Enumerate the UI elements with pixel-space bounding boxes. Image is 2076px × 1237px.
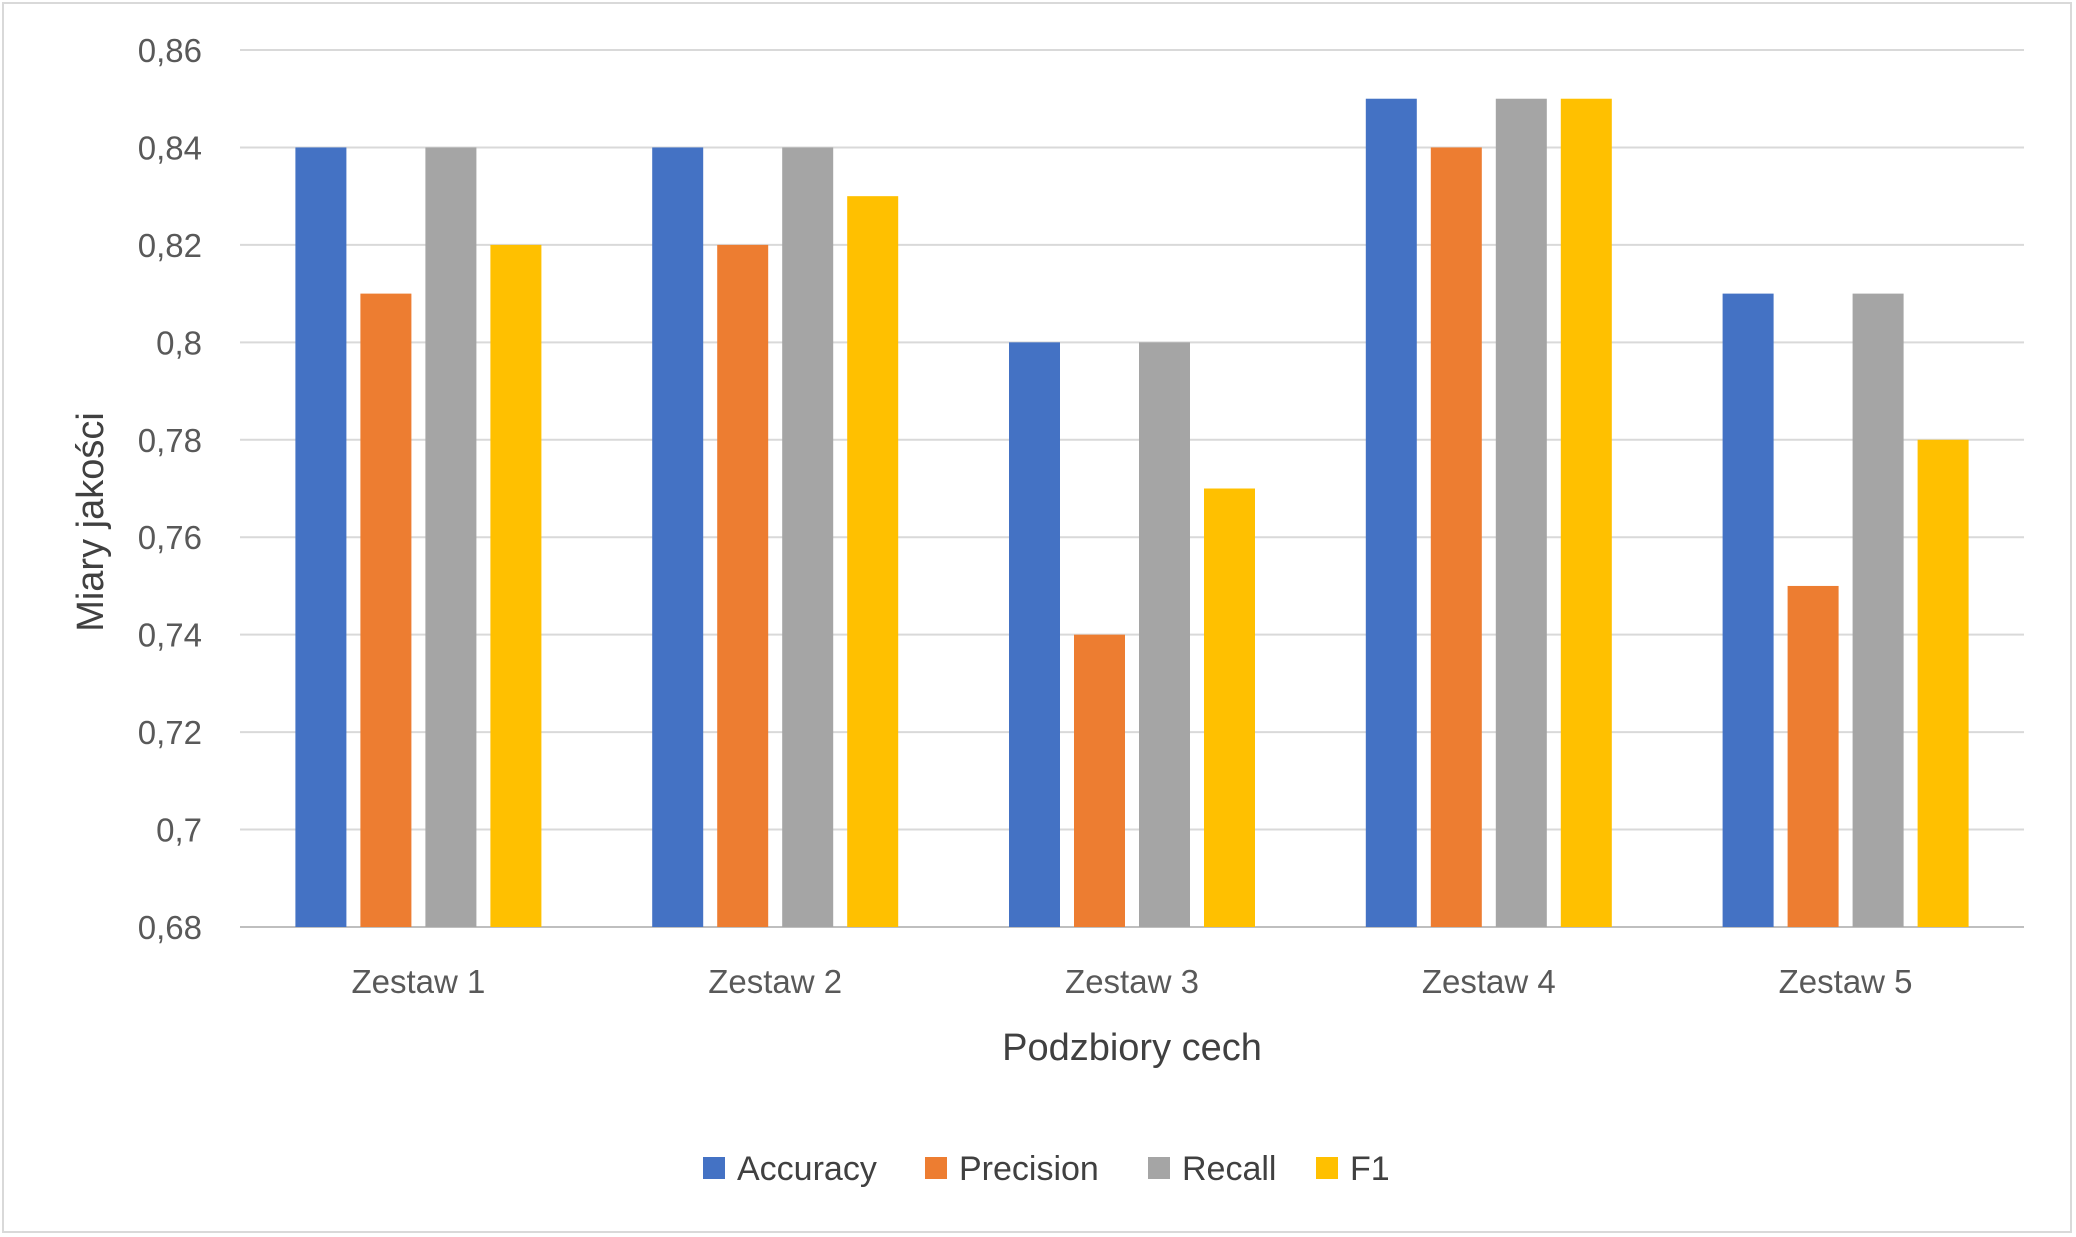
bars	[295, 98, 1969, 928]
legend-label-accuracy: Accuracy	[737, 1150, 877, 1188]
y-tick-label: 0,8	[156, 324, 202, 361]
legend-swatch-precision	[925, 1157, 947, 1179]
y-tick-label: 0,74	[138, 617, 202, 654]
x-tick-label: Zestaw 1	[351, 963, 485, 1000]
y-tick-label: 0,86	[138, 32, 202, 69]
x-tick-label: Zestaw 4	[1422, 963, 1556, 1000]
legend: Accuracy Precision Recall F1	[703, 1150, 1390, 1188]
bar-precision-5	[1787, 585, 1839, 927]
y-tick-label: 0,76	[138, 519, 202, 556]
x-tick-labels: Zestaw 1 Zestaw 2 Zestaw 3 Zestaw 4 Zestaw 5	[351, 963, 1912, 1000]
bar-recall-1	[425, 147, 477, 927]
bar-precision-4	[1430, 147, 1482, 927]
x-tick-label: Zestaw 3	[1065, 963, 1199, 1000]
bar-precision-1	[360, 293, 412, 928]
y-axis-title: Miary jakości	[70, 412, 112, 632]
legend-swatch-f1	[1316, 1157, 1338, 1179]
legend-swatch-recall	[1148, 1157, 1170, 1179]
legend-label-precision: Precision	[959, 1150, 1099, 1188]
legend-swatch-accuracy	[703, 1157, 725, 1179]
x-tick-label: Zestaw 5	[1779, 963, 1913, 1000]
x-axis-title: Podzbiory cech	[1002, 1027, 1262, 1069]
bar-accuracy-4	[1365, 98, 1417, 927]
y-tick-label: 0,82	[138, 227, 202, 264]
legend-label-recall: Recall	[1182, 1150, 1276, 1188]
bar-accuracy-1	[295, 147, 347, 927]
y-tick-label: 0,7	[156, 812, 202, 849]
bar-f1-3	[1204, 488, 1255, 927]
bar-accuracy-5	[1722, 293, 1774, 928]
bar-accuracy-2	[652, 147, 704, 927]
y-tick-label: 0,68	[138, 909, 202, 946]
y-tick-label: 0,78	[138, 422, 202, 459]
y-tick-label: 0,72	[138, 714, 202, 751]
y-tick-label: 0,84	[138, 129, 202, 166]
bar-f1-5	[1917, 439, 1969, 927]
bar-accuracy-3	[1009, 342, 1060, 927]
bar-recall-3	[1139, 342, 1190, 927]
bar-precision-3	[1074, 634, 1125, 927]
x-tick-label: Zestaw 2	[708, 963, 842, 1000]
bar-recall-2	[782, 147, 834, 927]
legend-label-f1: F1	[1350, 1150, 1390, 1188]
bar-f1-2	[847, 196, 899, 927]
bar-f1-4	[1560, 98, 1612, 927]
bar-recall-5	[1852, 293, 1904, 928]
bar-f1-1	[490, 244, 542, 927]
bar-recall-4	[1495, 98, 1547, 927]
y-tick-labels: 0,68 0,7 0,72 0,74 0,76 0,78 0,8 0,82 0,84 0,86	[138, 32, 202, 946]
bar-precision-2	[717, 244, 769, 927]
